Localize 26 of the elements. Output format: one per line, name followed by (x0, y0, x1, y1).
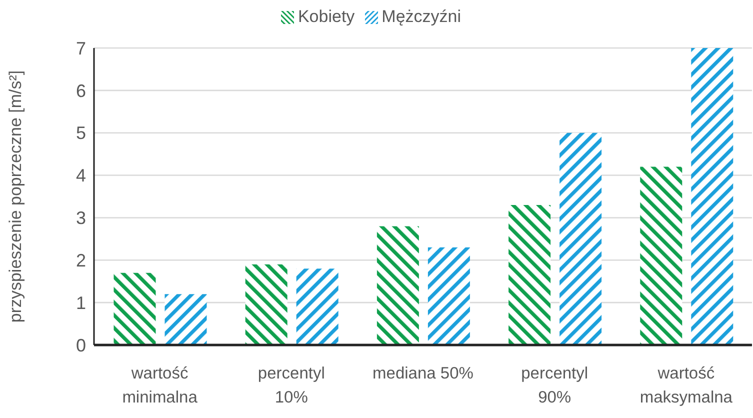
bar (114, 272, 156, 345)
y-tick-label: 5 (76, 123, 86, 144)
y-tick-label: 2 (76, 250, 86, 271)
x-tick-label: mediana 50% (372, 364, 474, 383)
y-tick-label: 6 (76, 80, 86, 101)
bar (508, 204, 551, 345)
bar (245, 264, 288, 345)
y-tick-label: 1 (76, 292, 86, 313)
bar (376, 226, 419, 345)
y-tick-label: 0 (76, 335, 86, 356)
legend-label: Mężczyźni (382, 7, 462, 26)
bar (428, 247, 470, 345)
y-tick-label: 3 (76, 208, 86, 228)
bar (164, 294, 207, 345)
legend-label: Kobiety (298, 7, 355, 26)
x-tick-label: percentyl 10% (258, 364, 325, 407)
bar (640, 166, 682, 345)
bar (560, 132, 602, 345)
bar (296, 268, 338, 345)
x-tick-label: wartość maksymalna (640, 364, 734, 407)
bar (691, 48, 734, 345)
y-tick-label: 7 (76, 38, 86, 58)
y-tick-label: 4 (76, 166, 86, 186)
x-tick-label: percentyl 90% (521, 364, 588, 407)
x-tick-label: wartość minimalna (122, 364, 198, 407)
y-axis-title: przyspieszenie poprzeczne [m/s²] (6, 70, 26, 323)
